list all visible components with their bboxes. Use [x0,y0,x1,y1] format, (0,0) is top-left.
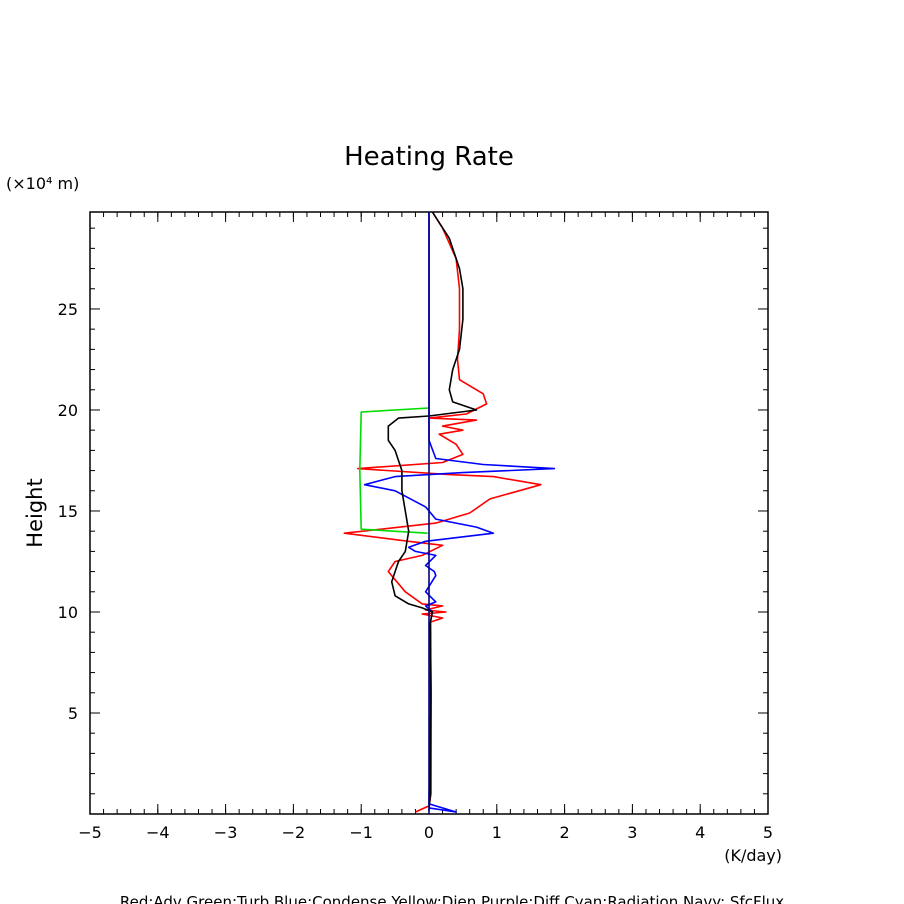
chart-title: Heating Rate [344,142,514,172]
y-axis-label: Height [23,478,47,547]
x-tick-label: −4 [146,823,170,842]
x-tick-label: 0 [424,823,434,842]
y-unit-label: (×10⁴ m) [6,174,79,193]
x-tick-label: −5 [78,823,102,842]
legend-text: Red:Adv Green:Turb Blue:Condense Yellow:… [120,893,784,904]
x-tick-label: −1 [349,823,373,842]
y-tick-label: 25 [58,300,78,319]
x-tick-label: 3 [627,823,637,842]
y-tick-label: 20 [58,401,78,420]
series-lines [343,211,556,814]
x-tick-label: 1 [492,823,502,842]
series-line-turb [358,407,430,534]
tick-labels: −5 −4 −3 −2 −1 0 1 2 3 4 5 5 10 15 20 25 [58,300,773,842]
y-tick-label: 10 [58,603,78,622]
x-tick-label: −3 [214,823,238,842]
y-tick-label: 5 [68,704,78,723]
x-axis-label: (K/day) [724,846,782,865]
x-tick-label: −2 [282,823,306,842]
series-line-total [387,211,478,811]
series-line-adv [343,211,542,813]
y-tick-label: 15 [58,502,78,521]
x-tick-label: 4 [695,823,705,842]
x-tick-label: 5 [763,823,773,842]
x-tick-label: 2 [560,823,570,842]
